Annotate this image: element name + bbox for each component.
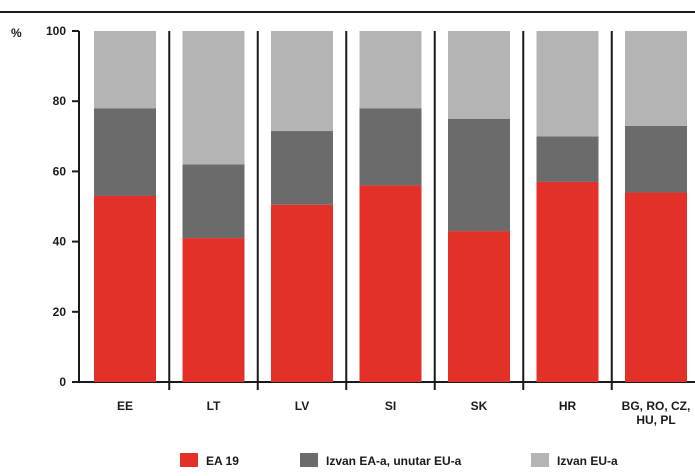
legend-swatch bbox=[531, 453, 549, 467]
y-tick-label: 40 bbox=[53, 235, 67, 249]
y-tick-label: 100 bbox=[46, 24, 66, 38]
x-tick-label: SK bbox=[471, 399, 488, 413]
legend: EA 19 Izvan EA-a, unutar EU-a Izvan EU-a bbox=[180, 453, 618, 468]
y-tick-label: 60 bbox=[53, 164, 67, 178]
x-tick-label: SI bbox=[385, 399, 396, 413]
x-axis-labels: EE LT LV SI SK HR BG, RO, CZ,HU, PL bbox=[117, 399, 690, 427]
y-tick-label: 20 bbox=[53, 305, 67, 319]
bar-segment bbox=[94, 108, 156, 196]
legend-label: Izvan EA-a, unutar EU-a bbox=[326, 454, 462, 468]
bar-segment bbox=[359, 31, 422, 109]
bar-segment bbox=[625, 31, 687, 126]
bar-segment bbox=[271, 131, 333, 205]
category-separators bbox=[168, 31, 613, 390]
bar-segment bbox=[94, 195, 156, 382]
bar-segment bbox=[625, 192, 687, 382]
bar-segment bbox=[359, 185, 422, 382]
y-unit-label: % bbox=[11, 26, 22, 40]
bar-segment bbox=[182, 31, 245, 165]
bar-segment bbox=[536, 136, 599, 182]
bar-segment bbox=[625, 125, 687, 193]
bar-segment bbox=[182, 164, 245, 239]
bar-segment bbox=[94, 31, 156, 109]
bars-group bbox=[94, 31, 687, 382]
legend-swatch bbox=[300, 453, 318, 467]
bar-segment bbox=[271, 204, 333, 382]
x-tick-label: LV bbox=[295, 399, 309, 413]
bar-segment bbox=[359, 108, 422, 186]
bar-segment bbox=[536, 181, 599, 382]
bar-segment bbox=[536, 31, 599, 137]
legend-swatch bbox=[180, 453, 198, 467]
y-tick-label: 0 bbox=[59, 375, 66, 389]
x-tick-label: BG, RO, CZ, bbox=[622, 399, 691, 413]
y-tick-label: 80 bbox=[53, 94, 67, 108]
x-tick-label: EE bbox=[117, 399, 133, 413]
bar-segment bbox=[448, 31, 510, 119]
x-tick-label: HU, PL bbox=[636, 413, 675, 427]
bar-segment bbox=[448, 231, 510, 382]
bar-segment bbox=[271, 31, 333, 132]
bar-segment bbox=[182, 238, 245, 382]
bar-segment bbox=[448, 118, 510, 232]
legend-label: EA 19 bbox=[206, 454, 239, 468]
legend-label: Izvan EU-a bbox=[557, 454, 618, 468]
x-tick-label: HR bbox=[559, 399, 577, 413]
x-tick-label: LT bbox=[207, 399, 221, 413]
